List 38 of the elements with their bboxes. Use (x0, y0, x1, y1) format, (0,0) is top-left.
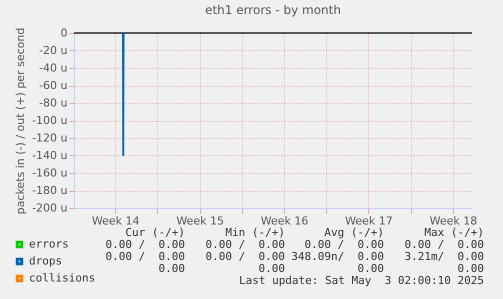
y-tick-label: 0 (60, 26, 68, 40)
legend-label: drops (29, 254, 62, 268)
text: 0.00 / 0.00 (206, 238, 285, 251)
y-tick-label: -20 u (39, 44, 68, 57)
text: Max (-/+) (424, 226, 484, 239)
text: 0.00 (158, 262, 185, 275)
text: Avg (-/+) (324, 226, 384, 239)
y-tick-label: -200 u (32, 202, 68, 214)
legend-label: collisions (29, 272, 96, 284)
text: 0.00 / 0.00 (206, 250, 285, 263)
text: 0.00 (258, 262, 285, 275)
text: 0.00 / 0.00 (304, 238, 384, 251)
y-axis-title: packets in (-) / out (+) per second (14, 28, 28, 214)
x-tick-label: Week 15 (176, 214, 224, 228)
chart-title: eth1 errors - by month (205, 3, 341, 17)
text: 0.00 / 0.00 (404, 238, 484, 251)
x-tick-label: Week 14 (92, 214, 140, 228)
legend-label: errors (29, 238, 69, 250)
text: Min (-/+) (225, 226, 285, 239)
text: 0.00 / 0.00 (106, 250, 185, 263)
y-tick-label: -80 u (39, 96, 68, 110)
y-tick-label: -120 u (32, 132, 68, 144)
y-tick-label: -100 u (32, 114, 68, 127)
text: 348.09n/ 0.00 (291, 250, 384, 263)
y-tick-label: -60 u (39, 79, 68, 92)
x-tick-label: Week 16 (260, 214, 308, 228)
text: 3.21m/ 0.00 (404, 250, 484, 263)
text: Cur (-/+) (125, 226, 185, 239)
y-tick-label: -40 u (39, 62, 68, 74)
y-tick-label: -160 u (32, 166, 68, 180)
text: Last update: Sat May 3 02:00:10 2025 (238, 274, 484, 287)
x-tick-label: Week 17 (345, 214, 393, 228)
x-tick-label: Week 18 (430, 214, 478, 228)
text: 0.00 (458, 262, 484, 275)
y-tick-label: -140 u (32, 149, 68, 162)
text: 0.00 / 0.00 (106, 238, 185, 251)
text: 0.00 (358, 262, 384, 275)
y-tick-label: -180 u (32, 184, 68, 197)
